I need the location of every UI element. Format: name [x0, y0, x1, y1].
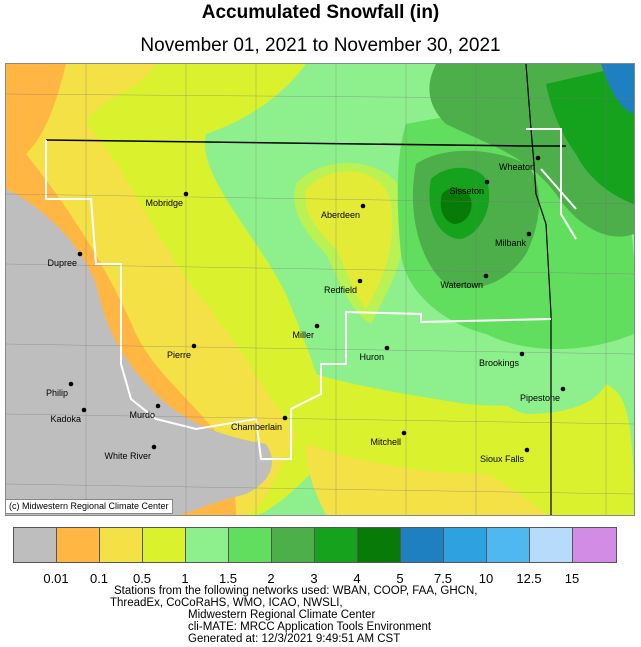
city-label: Chamberlain: [231, 422, 282, 432]
city-dot: [483, 273, 489, 279]
legend-swatch: [315, 528, 358, 562]
city-dot: [535, 155, 541, 161]
legend-swatch: [14, 528, 57, 562]
legend-swatch: [401, 528, 444, 562]
legend-swatch: [444, 528, 487, 562]
city-dot: [357, 278, 363, 284]
zone-gray-southwest: [6, 189, 272, 515]
city-label: Sioux Falls: [480, 454, 525, 464]
legend-tick-label: 5: [396, 571, 404, 586]
city-dot: [191, 343, 197, 349]
footer-line-2: ThreadEx, CoCoRaHS, WMO, ICAO, NWSLI,: [110, 597, 343, 609]
city-dot: [526, 231, 532, 237]
city-label: Redfield: [324, 285, 357, 295]
city-dot: [68, 381, 74, 387]
city-dot: [384, 345, 390, 351]
color-legend: [13, 527, 617, 563]
city-label: White River: [104, 451, 151, 461]
city-label: Wheaton: [499, 162, 535, 172]
legend-swatch: [186, 528, 229, 562]
city-label: Dupree: [47, 258, 77, 268]
city-dot: [81, 407, 87, 413]
city-dot: [155, 403, 161, 409]
city-dot: [524, 447, 530, 453]
city-label: Philip: [46, 388, 68, 398]
city-dot: [151, 444, 157, 450]
legend-tick-label: 1: [181, 571, 189, 586]
legend-swatch: [530, 528, 573, 562]
legend-swatch: [100, 528, 143, 562]
city-dot: [560, 386, 566, 392]
zone-yellow-south: [306, 444, 546, 515]
city-label: Mitchell: [370, 437, 401, 447]
city-dot: [282, 415, 288, 421]
legend-tick-label: 0.1: [89, 571, 109, 586]
border-nd-sd: [45, 139, 566, 147]
city-label: Kadoka: [50, 414, 81, 424]
legend-tick-label: 15: [564, 571, 580, 586]
city-label: Aberdeen: [321, 210, 360, 220]
border-sd-mn: [525, 64, 552, 515]
credit-label: (c) Midwestern Regional Climate Center: [5, 499, 173, 514]
legend-swatch: [487, 528, 530, 562]
county-lines: [6, 64, 634, 515]
city-label: Watertown: [440, 280, 483, 290]
city-label: Mobridge: [145, 198, 183, 208]
zone-blue-northeast: [601, 64, 634, 114]
legend-tick-label: 1.5: [218, 571, 238, 586]
city-label: Sisseton: [449, 186, 484, 196]
city-label: Murdo: [129, 410, 155, 420]
city-dot: [360, 203, 366, 209]
zone-green5-sisseton: [440, 187, 472, 224]
legend-swatch: [57, 528, 100, 562]
map-title: Accumulated Snowfall (in): [201, 2, 440, 23]
zone-yellowgreen-aberdeen: [294, 162, 407, 324]
city-dot: [77, 251, 83, 257]
legend-tick-label: 10: [478, 571, 494, 586]
city-dot: [314, 323, 320, 329]
zone-green-pipestone: [486, 360, 606, 414]
map-subtitle: November 01, 2021 to November 30, 2021: [140, 35, 501, 56]
legend-swatch: [573, 528, 616, 562]
legend-tick-label: 12.5: [516, 571, 542, 586]
footer-line-1: Stations from the following networks use…: [114, 585, 478, 597]
footer-line-3: Midwestern Regional Climate Center: [188, 609, 376, 621]
footer-line-4: cli-MATE: MRCC Application Tools Environ…: [188, 621, 432, 633]
legend-swatch: [229, 528, 272, 562]
city-label: Pierre: [167, 350, 191, 360]
city-label: Huron: [359, 352, 384, 362]
city-label: Milbank: [495, 238, 527, 248]
legend-tick-label: 2: [267, 571, 275, 586]
city-label: Pipestone: [520, 393, 560, 403]
legend-swatch: [272, 528, 315, 562]
footer-line-5: Generated at: 12/3/2021 9:49:51 AM CST: [188, 633, 401, 645]
city-dot: [401, 430, 407, 436]
city-label: Miller: [293, 330, 315, 340]
city-label: Brookings: [479, 358, 520, 368]
region-boundaries: [45, 128, 577, 460]
city-markers: Mobridge Aberdeen Sisseton Wheaton Milbank Du…: [46, 155, 566, 464]
snowfall-map: Mobridge Aberdeen Sisseton Wheaton Milbank Du…: [5, 63, 635, 516]
legend-tick-label: 0.5: [132, 571, 152, 586]
zone-orange-north: [6, 64, 48, 119]
legend-swatch: [143, 528, 186, 562]
city-dot: [519, 351, 525, 357]
legend-tick-label: 4: [353, 571, 361, 586]
legend-tick-label: 0.01: [43, 571, 69, 586]
legend-ticks: 0.01 0.1 0.5 1 1.5 2 3 4 5 7.5 10 12.5 15: [13, 571, 633, 586]
legend-tick-label: 7.5: [433, 571, 453, 586]
city-dot: [484, 179, 490, 185]
legend-tick-label: 3: [310, 571, 318, 586]
legend-swatch: [358, 528, 401, 562]
city-dot: [183, 191, 189, 197]
